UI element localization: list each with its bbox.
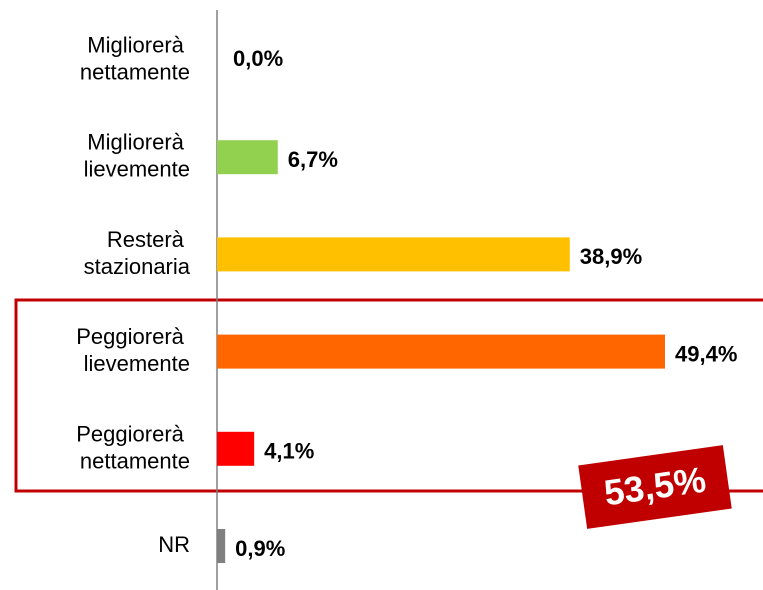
- value-label: 6,7%: [288, 147, 338, 172]
- category-label: NR: [158, 532, 190, 557]
- category-label-line: lievemente: [84, 351, 190, 376]
- value-label: 0,9%: [235, 536, 285, 561]
- bar: [217, 237, 570, 272]
- value-label: 49,4%: [675, 341, 737, 366]
- category-label-line: Resterà: [107, 227, 190, 252]
- category-label: Migliorerà nettamente: [80, 32, 190, 84]
- highlight-box: [14, 298, 763, 493]
- category-label-line: nettamente: [80, 448, 190, 473]
- annotation-badge: 53,5%: [578, 445, 732, 529]
- category-label-line: Migliorerà: [87, 130, 190, 155]
- annotation-bg: [578, 445, 732, 529]
- category-label-line: nettamente: [80, 59, 190, 84]
- category-label: Peggiorerà lievemente: [76, 324, 190, 376]
- bar: [217, 140, 278, 175]
- bar: [217, 529, 226, 563]
- value-label: 4,1%: [264, 439, 314, 464]
- category-label-line: Peggiorerà: [76, 324, 190, 349]
- category-label: Resterà stazionaria: [84, 227, 191, 279]
- bar: [217, 334, 665, 369]
- category-label: Peggiorerà nettamente: [76, 421, 190, 473]
- category-label-line: lievemente: [84, 157, 190, 182]
- bar: [217, 431, 255, 466]
- category-label-line: stazionaria: [84, 254, 191, 279]
- value-label: 38,9%: [580, 244, 642, 269]
- category-label-line: Peggiorerà: [76, 421, 190, 446]
- category-label-line: Migliorerà: [87, 32, 190, 57]
- value-label: 0,0%: [233, 46, 283, 71]
- category-label: Migliorerà lievemente: [84, 130, 190, 182]
